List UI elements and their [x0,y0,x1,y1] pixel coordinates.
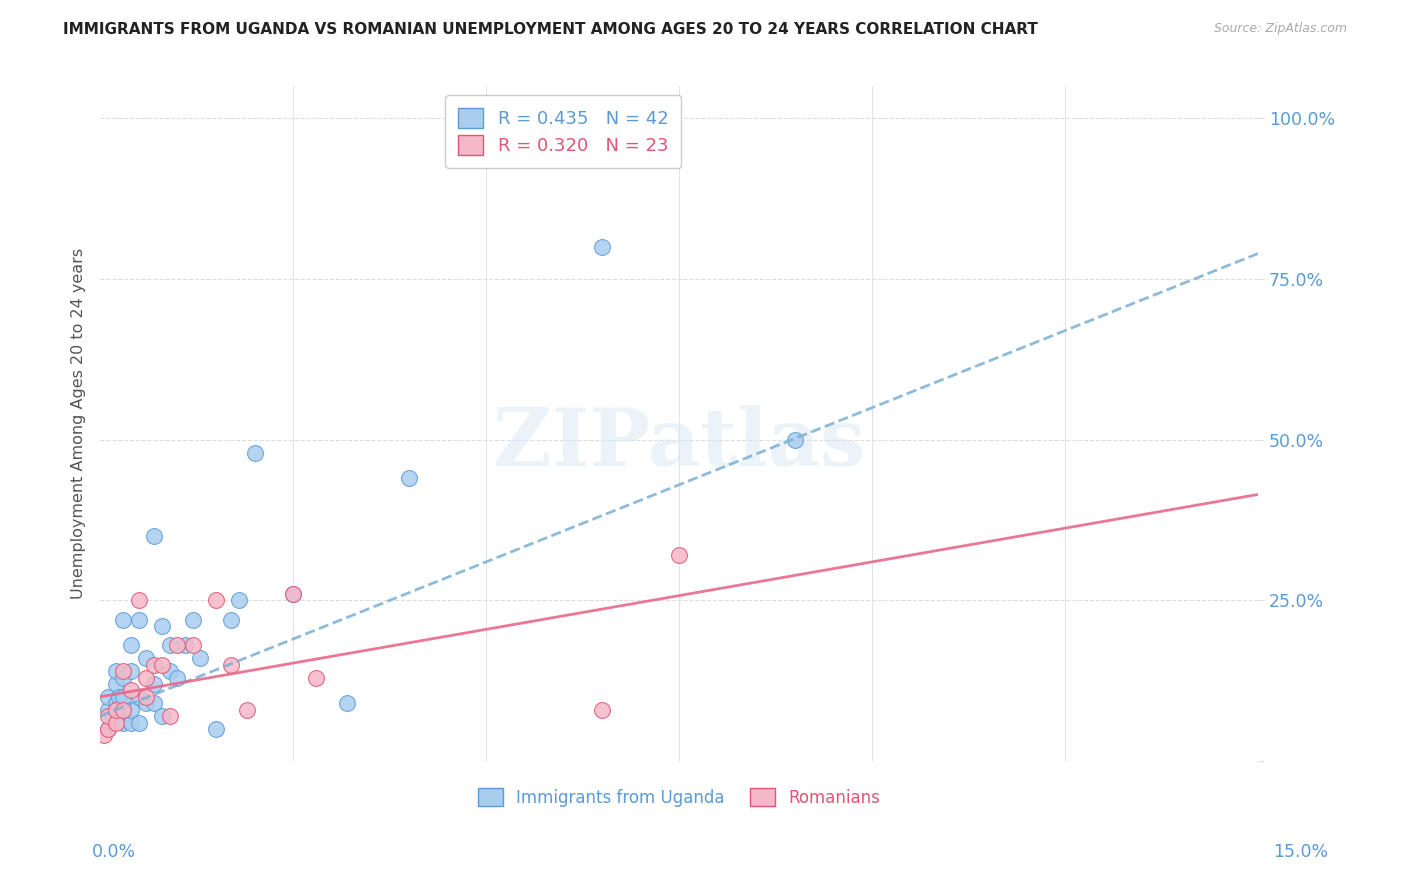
Point [128,715,150,730]
Y-axis label: Unemployment Among Ages 20 to 24 years: Unemployment Among Ages 20 to 24 years [72,248,86,599]
Point [143,529,166,543]
Point [159,639,181,653]
Point [112,703,135,717]
Point [112,613,135,627]
Point [104,677,127,691]
Point [336,696,359,710]
Point [120,664,142,678]
Point [120,703,142,717]
Point [120,715,142,730]
Point [221,613,243,627]
Point [104,664,127,678]
Point [305,671,328,685]
Point [190,651,212,665]
Text: 0.0%: 0.0% [91,843,135,861]
Point [205,593,228,607]
Point [104,696,127,710]
Point [143,677,166,691]
Point [281,587,304,601]
Point [128,593,150,607]
Point [104,703,127,717]
Point [97,709,120,723]
Point [128,613,150,627]
Point [668,549,690,563]
Point [221,657,243,672]
Point [97,690,120,704]
Point [135,690,157,704]
Point [166,639,188,653]
Point [120,683,142,698]
Point [93,728,115,742]
Point [100,709,122,723]
Point [112,664,135,678]
Point [281,587,304,601]
Point [97,722,120,736]
Point [97,722,120,736]
Point [112,671,135,685]
Text: ZIPatlas: ZIPatlas [494,405,865,483]
Point [159,664,181,678]
Point [112,690,135,704]
Text: Source: ZipAtlas.com: Source: ZipAtlas.com [1213,22,1347,36]
Point [97,703,120,717]
Point [135,671,157,685]
Text: 15.0%: 15.0% [1274,843,1329,861]
Point [181,613,204,627]
Legend: Immigrants from Uganda, Romanians: Immigrants from Uganda, Romanians [471,781,887,814]
Point [591,240,613,254]
Point [135,696,157,710]
Point [181,639,204,653]
Point [108,690,131,704]
Point [228,593,250,607]
Point [174,639,197,653]
Point [398,471,420,485]
Point [150,709,173,723]
Point [143,696,166,710]
Point [112,715,135,730]
Point [135,651,157,665]
Point [159,709,181,723]
Point [783,433,806,447]
Text: IMMIGRANTS FROM UGANDA VS ROMANIAN UNEMPLOYMENT AMONG AGES 20 TO 24 YEARS CORREL: IMMIGRANTS FROM UGANDA VS ROMANIAN UNEMP… [63,22,1038,37]
Point [591,703,613,717]
Point [243,445,266,459]
Point [205,722,228,736]
Point [150,657,173,672]
Point [104,715,127,730]
Point [128,690,150,704]
Point [236,703,259,717]
Point [120,639,142,653]
Point [143,657,166,672]
Point [112,703,135,717]
Point [166,671,188,685]
Point [150,619,173,633]
